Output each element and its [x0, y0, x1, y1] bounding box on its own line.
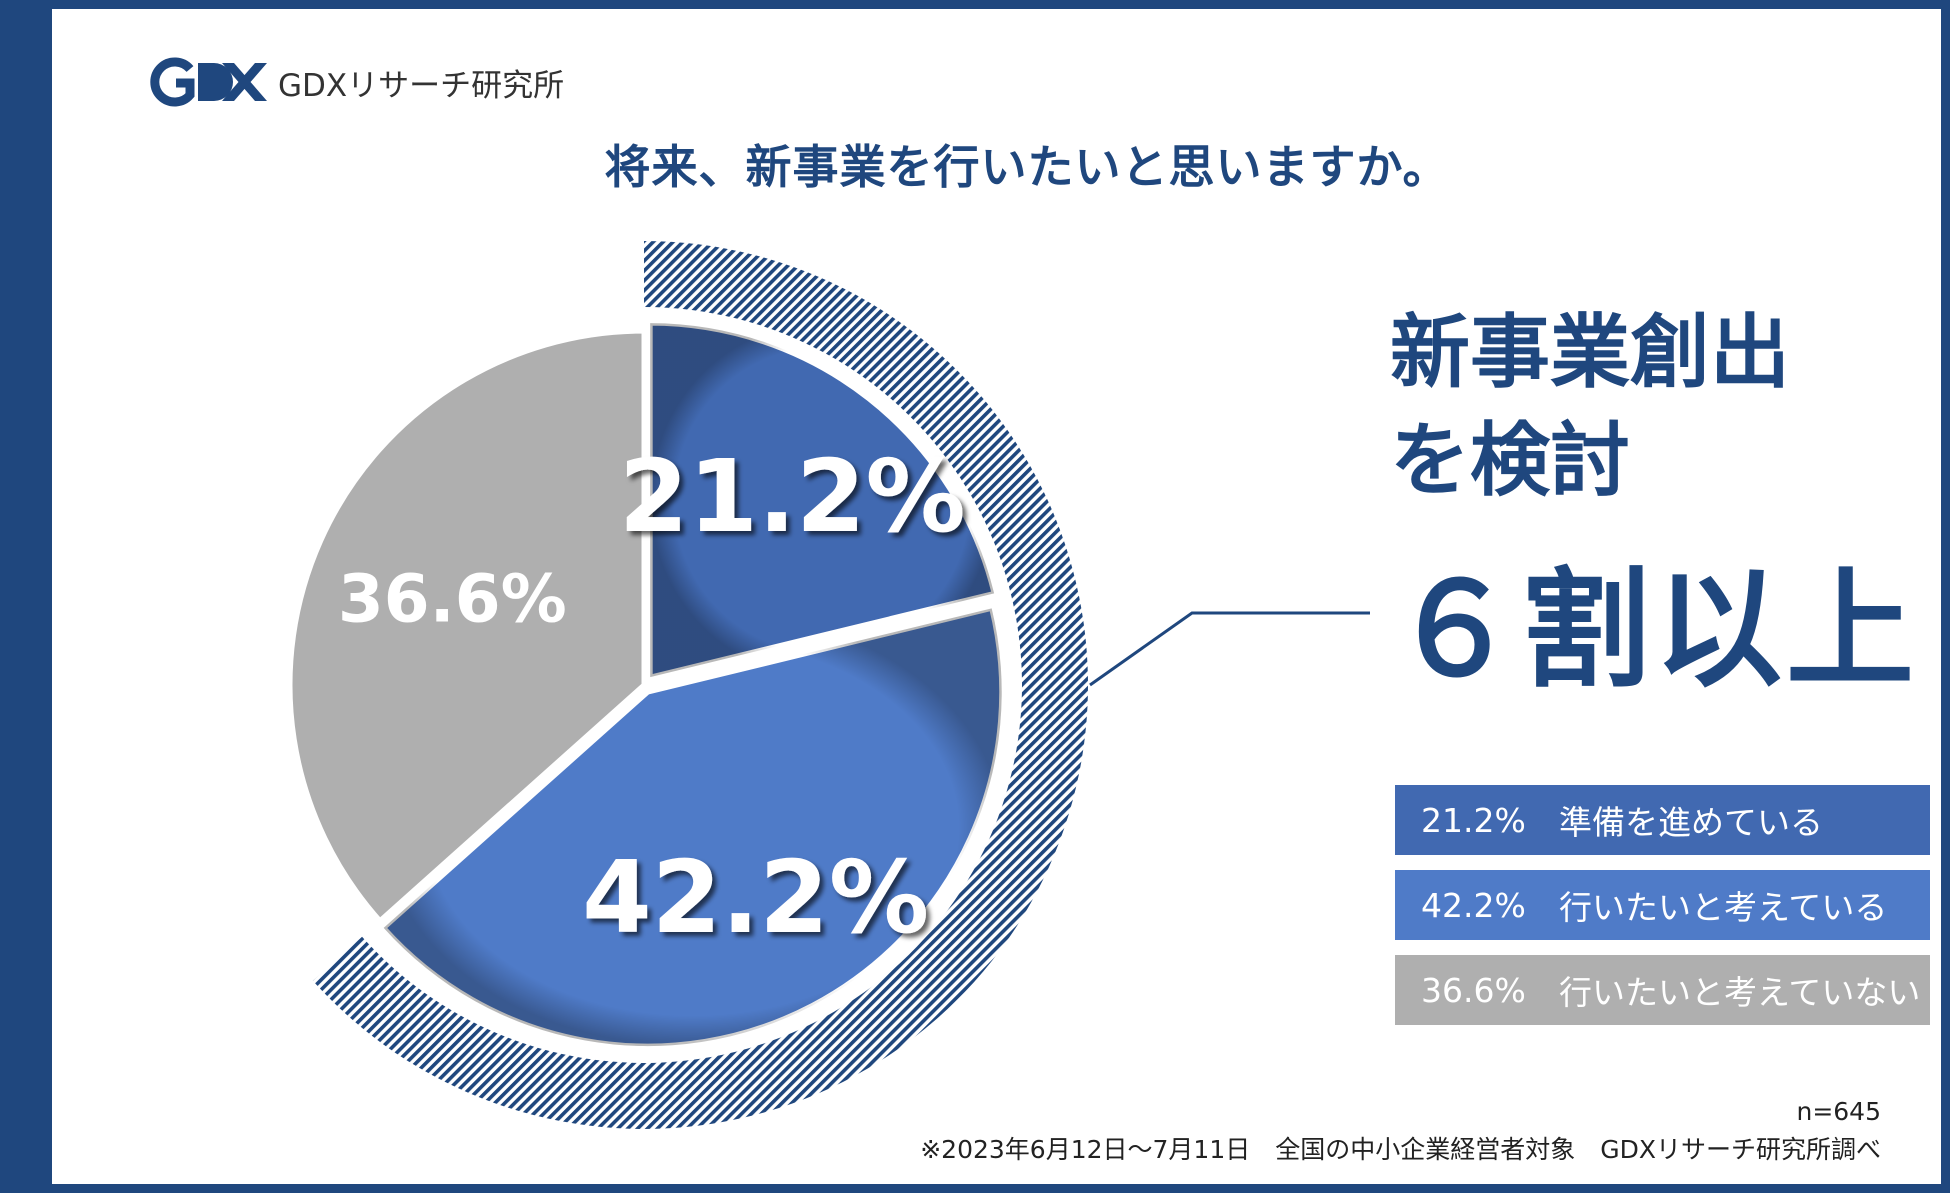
slice-value-label: 21.2% — [619, 438, 966, 555]
pie-slice-not-want — [287, 328, 647, 924]
callout-headline: 新事業創出 を検討 — [1390, 299, 1790, 515]
legend-label: 準備を進めている — [1559, 803, 1823, 842]
sample-size: n=645 — [1796, 1097, 1881, 1126]
highlight-hatched-arc — [312, 241, 1088, 1129]
slice-value-label: 36.6% — [338, 561, 567, 638]
callout-headline-line2: を検討 — [1390, 414, 1630, 507]
legend-item-want-to: 42.2% 行いたいと考えている — [1395, 870, 1930, 940]
legend-item-preparing: 21.2% 準備を進めている — [1395, 785, 1930, 855]
pie-chart: 21.2% 42.2% 36.6% — [287, 241, 1370, 1129]
callout-connector-line — [1089, 611, 1370, 687]
callout-big-text: ６割以上 — [1390, 556, 1919, 705]
brand-name: GDXリサーチ研究所 — [278, 67, 565, 104]
legend-label: 行いたいと考えていない — [1559, 973, 1921, 1012]
pie-slice-not-want-group — [287, 328, 647, 924]
survey-note: ※2023年6月12日～7月11日 全国の中小企業経営者対象 GDXリサーチ研究… — [920, 1135, 1881, 1164]
legend-value: 21.2% — [1421, 800, 1526, 840]
legend: 21.2% 準備を進めている 42.2% 行いたいと考えている 36.6% 行い… — [1395, 785, 1930, 1040]
pie-slice-want-to-group — [381, 605, 1005, 1049]
gdx-logo-icon — [150, 57, 267, 107]
legend-item-not-want: 36.6% 行いたいと考えていない — [1395, 955, 1930, 1025]
pie-slice-want-to-bevel — [383, 608, 1002, 1047]
pie-slice-preparing-group — [647, 320, 997, 680]
brand-logo: GDXリサーチ研究所 — [150, 57, 564, 107]
legend-label: 行いたいと考えている — [1559, 888, 1888, 927]
slice-value-label: 42.2% — [582, 839, 929, 956]
legend-value: 42.2% — [1421, 885, 1526, 925]
legend-value: 36.6% — [1421, 970, 1526, 1010]
chart-title: 将来、新事業を行いたいと思いますか。 — [604, 140, 1450, 194]
callout-headline-line1: 新事業創出 — [1390, 306, 1790, 399]
pie-slice-preparing-bevel — [650, 323, 995, 678]
